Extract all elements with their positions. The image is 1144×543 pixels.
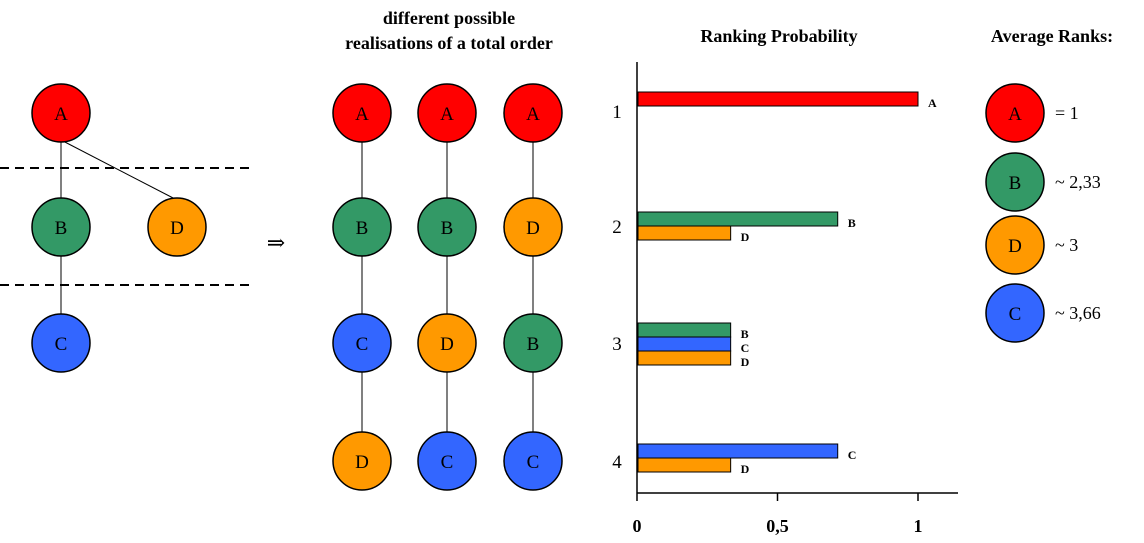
node-a-label: A [54,104,68,125]
bar-label: D [741,355,750,369]
bar-label: B [848,216,856,230]
realisation-node-label: C [527,452,540,473]
rank-label-4: 4 [612,452,622,473]
bar-label: A [928,96,937,110]
realisation-node-d: D [332,431,392,491]
average-rank-a: A = 1 [985,83,1079,143]
realisation-node-label: B [356,218,369,239]
realisation-node-label: C [356,334,369,355]
rank-label-1: 1 [612,102,622,123]
realisation-column-3: A D B C [503,83,563,491]
bar-rank3-c [637,336,732,352]
node-b-label: B [55,218,68,239]
realisation-node-label: C [441,452,454,473]
realisation-node-label: A [355,104,369,125]
average-rank-value: = 1 [1055,103,1079,123]
node-c: C [31,313,91,373]
realisation-node-d: D [417,313,477,373]
realisation-node-label: A [440,104,454,125]
bar-rank3-b [637,322,732,338]
realisation-node-c: C [332,313,392,373]
average-rank-node-label: A [1008,104,1022,125]
average-rank-c: C ~ 3,66 [985,283,1101,343]
bar-rank3-d [637,350,732,366]
realisation-node-a: A [332,83,392,143]
node-d-label: D [170,218,184,239]
bar-rank2-d [637,225,732,241]
realisation-node-b: B [332,197,392,257]
realisation-node-label: A [526,104,540,125]
realisation-node-label: B [441,218,454,239]
average-rank-value: ~ 3,66 [1055,303,1101,323]
realisation-node-label: D [355,452,369,473]
rank-label-3: 3 [612,334,622,355]
realisations-title-line1: different possible [383,8,515,28]
realisation-node-a: A [503,83,563,143]
average-rank-node-label: C [1009,304,1022,325]
implies-arrow-icon: ⇒ [267,230,285,255]
average-rank-value: ~ 2,33 [1055,172,1101,192]
realisation-column-2: A B D C [417,83,477,491]
average-rank-value: ~ 3 [1055,235,1078,255]
realisation-node-b: B [503,313,563,373]
bar-label: B [741,327,749,341]
realisations-title-line2: realisations of a total order [345,33,553,53]
realisation-node-b: B [417,197,477,257]
realisation-node-c: C [503,431,563,491]
partial-order-graph: A B D C [0,83,255,373]
x-tick-label: 0 [633,516,642,536]
bar-label: D [741,462,750,476]
node-d: D [147,197,207,257]
realisation-node-label: D [440,334,454,355]
realisations-columns: A B C D A B D C A D B C [332,83,563,491]
realisation-node-c: C [417,431,477,491]
node-b: B [31,197,91,257]
realisation-column-1: A B C D [332,83,392,491]
x-tick-label: 1 [914,516,923,536]
average-ranks-list: A = 1 B ~ 2,33 D ~ 3 C ~ 3,66 [985,83,1101,343]
average-rank-b: B ~ 2,33 [985,152,1101,212]
bar-label: C [741,341,750,355]
bar-rank1-a [637,91,919,107]
average-rank-d: D ~ 3 [985,215,1078,275]
edge-a-d [60,139,178,201]
bar-rank4-c [637,443,839,459]
realisation-node-a: A [417,83,477,143]
bar-label: C [848,448,857,462]
node-a: A [31,83,91,143]
bar-label: D [741,230,750,244]
chart-title: Ranking Probability [700,26,857,46]
rank-label-2: 2 [612,217,622,238]
bar-rank4-d [637,457,732,473]
realisation-node-label: D [526,218,540,239]
average-rank-node-label: D [1008,236,1022,257]
x-tick-label: 0,5 [766,516,789,536]
average-rank-node-label: B [1009,173,1022,194]
node-c-label: C [55,334,68,355]
realisation-node-label: B [527,334,540,355]
average-ranks-title: Average Ranks: [991,26,1113,46]
realisation-node-d: D [503,197,563,257]
bar-rank2-b [637,211,839,227]
